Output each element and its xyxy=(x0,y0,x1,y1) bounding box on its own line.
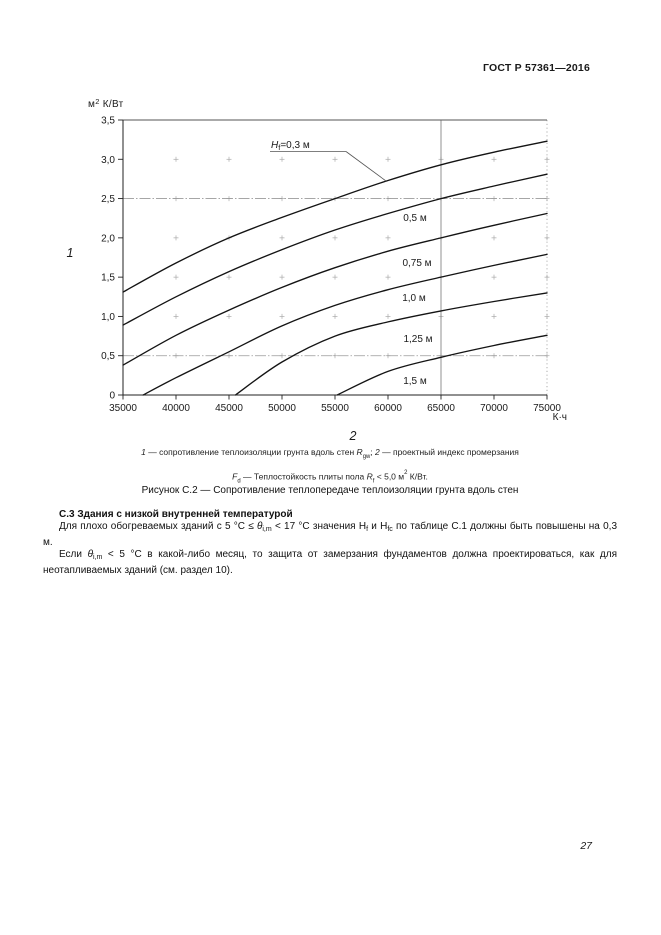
y-axis-callout: 1 xyxy=(67,246,74,260)
x-tick-label: 55000 xyxy=(321,403,349,414)
label-leader-line xyxy=(345,151,387,182)
x-tick-label: 50000 xyxy=(268,403,296,414)
y-tick-label: 0,5 xyxy=(101,351,115,362)
curve-label: 1,5 м xyxy=(403,376,427,387)
x-tick-label: 60000 xyxy=(374,403,402,414)
chart-curve xyxy=(336,334,548,396)
figure-c2-chart: Hf=0,3 м 0,5 м 0,75 м 1,0 м 1,25 м 1,5 м 0 0,5 1… xyxy=(67,97,567,443)
x-tick-label: 65000 xyxy=(427,403,455,414)
x-tick-label: 75000 xyxy=(533,403,561,414)
curve-label: Hf=0,3 м xyxy=(271,140,310,152)
chart-curve xyxy=(122,212,548,366)
y-tick-label: 3,0 xyxy=(101,155,115,166)
y-tick-label: 2,5 xyxy=(101,194,115,205)
figure-caption: Рисунок С.2 — Сопротивление теплопередач… xyxy=(141,485,519,496)
y-tick-label: 3,5 xyxy=(101,116,115,127)
page-number: 27 xyxy=(580,840,592,852)
chart-curve xyxy=(122,173,548,326)
document-header: ГОСТ Р 57361—2016 xyxy=(482,62,590,74)
x-tick-label: 35000 xyxy=(109,403,137,414)
x-axis-unit-label: К·ч xyxy=(553,412,567,423)
x-tick-label: 40000 xyxy=(162,403,190,414)
section-heading: С.3 Здания с низкой внутренней температу… xyxy=(59,509,293,520)
figure-note-line-1: 1 — сопротивление теплоизоляции грунта в… xyxy=(141,447,519,460)
figure-note-line-2: Fd — Теплостойкость плиты пола Rf < 5,0 … xyxy=(232,470,428,485)
y-tick-label: 2,0 xyxy=(101,233,115,244)
chart-curves xyxy=(122,140,548,396)
curve-label: 1,25 м xyxy=(403,334,432,345)
paragraph: Если θi,m < 5 °С в какой-либо месяц, то … xyxy=(43,549,617,577)
chart-curve xyxy=(142,253,548,396)
y-tick-label: 1,5 xyxy=(101,273,115,284)
y-axis-unit-label: м2 К/Вт xyxy=(88,97,124,110)
figure-notes: 1 — сопротивление теплоизоляции грунта в… xyxy=(43,444,617,490)
x-axis-callout: 2 xyxy=(349,429,357,443)
curve-label: 0,75 м xyxy=(402,258,431,269)
chart-ticks: 0 0,5 1,0 1,5 2,0 2,5 3,0 3,5 35000 40000 45000 500… xyxy=(101,116,561,415)
chart-curve xyxy=(122,140,548,293)
y-tick-label: 1,0 xyxy=(101,312,115,323)
section-c3: С.3 Здания с низкой внутренней температу… xyxy=(43,509,617,577)
y-tick-label: 0 xyxy=(109,391,115,402)
curve-label: 0,5 м xyxy=(403,213,427,224)
x-tick-label: 45000 xyxy=(215,403,243,414)
paragraph: Для плохо обогреваемых зданий с 5 °С ≤ θ… xyxy=(43,521,618,549)
curve-label: 1,0 м xyxy=(402,293,426,304)
x-tick-label: 70000 xyxy=(480,403,508,414)
chart-curve-labels: Hf=0,3 м 0,5 м 0,75 м 1,0 м 1,25 м 1,5 м xyxy=(270,140,433,387)
chart-curve xyxy=(234,292,548,396)
